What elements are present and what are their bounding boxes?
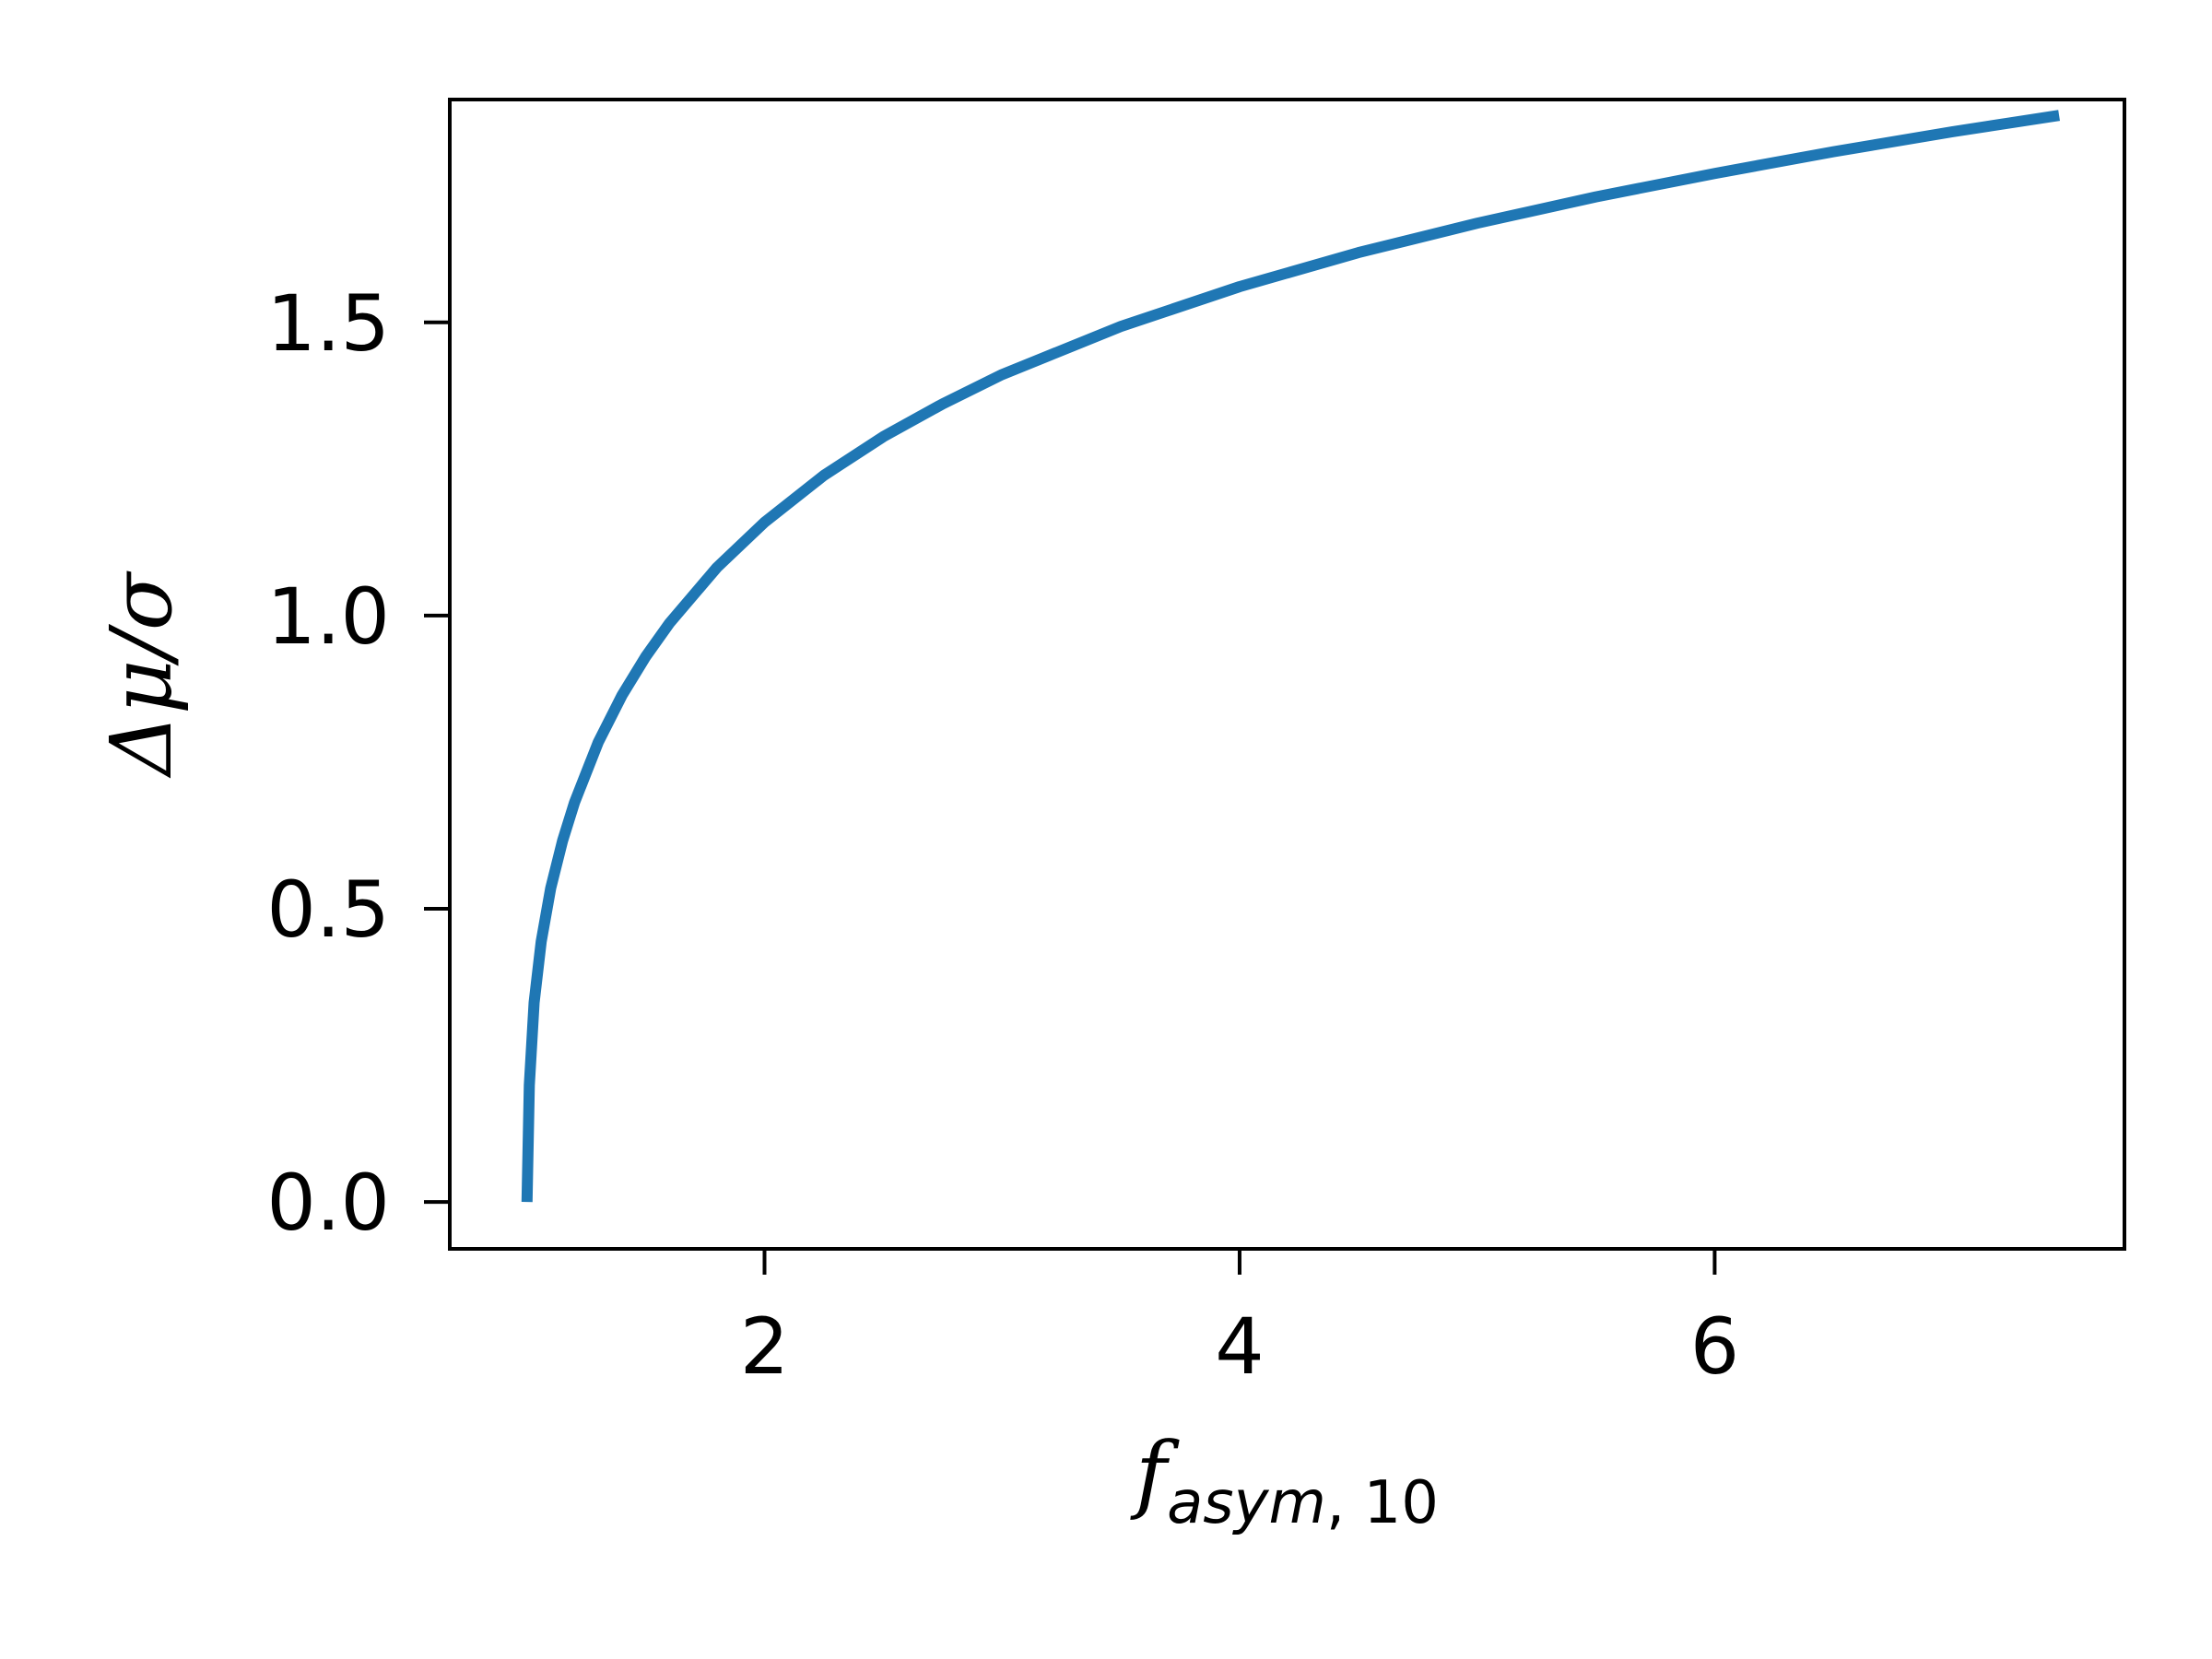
y-tick-label: 0.5 bbox=[266, 865, 390, 955]
x-tick-label: 4 bbox=[1215, 1301, 1264, 1392]
x-axis-ticks: 2 4 6 bbox=[740, 1249, 1739, 1392]
x-axis-label-subscript: asym bbox=[1167, 1469, 1326, 1537]
x-axis-label-subscript-num: 10 bbox=[1364, 1469, 1439, 1537]
x-tick-label: 2 bbox=[740, 1301, 789, 1392]
plot-frame bbox=[448, 98, 2126, 1251]
y-tick-label: 0.0 bbox=[266, 1158, 390, 1248]
y-tick-label: 1.0 bbox=[266, 571, 390, 662]
x-axis-label: fasym, 10 bbox=[1130, 1424, 1439, 1537]
y-axis-ticks: 0.0 0.5 1.0 1.5 bbox=[266, 278, 450, 1248]
x-axis-label-subscript-sep: , bbox=[1326, 1469, 1364, 1537]
y-tick-label: 1.5 bbox=[266, 278, 390, 369]
series-line bbox=[521, 110, 2061, 1203]
series-layer bbox=[521, 110, 2061, 1203]
y-axis-label: Δμ/σ bbox=[92, 571, 191, 778]
x-tick-label: 6 bbox=[1690, 1301, 1739, 1392]
